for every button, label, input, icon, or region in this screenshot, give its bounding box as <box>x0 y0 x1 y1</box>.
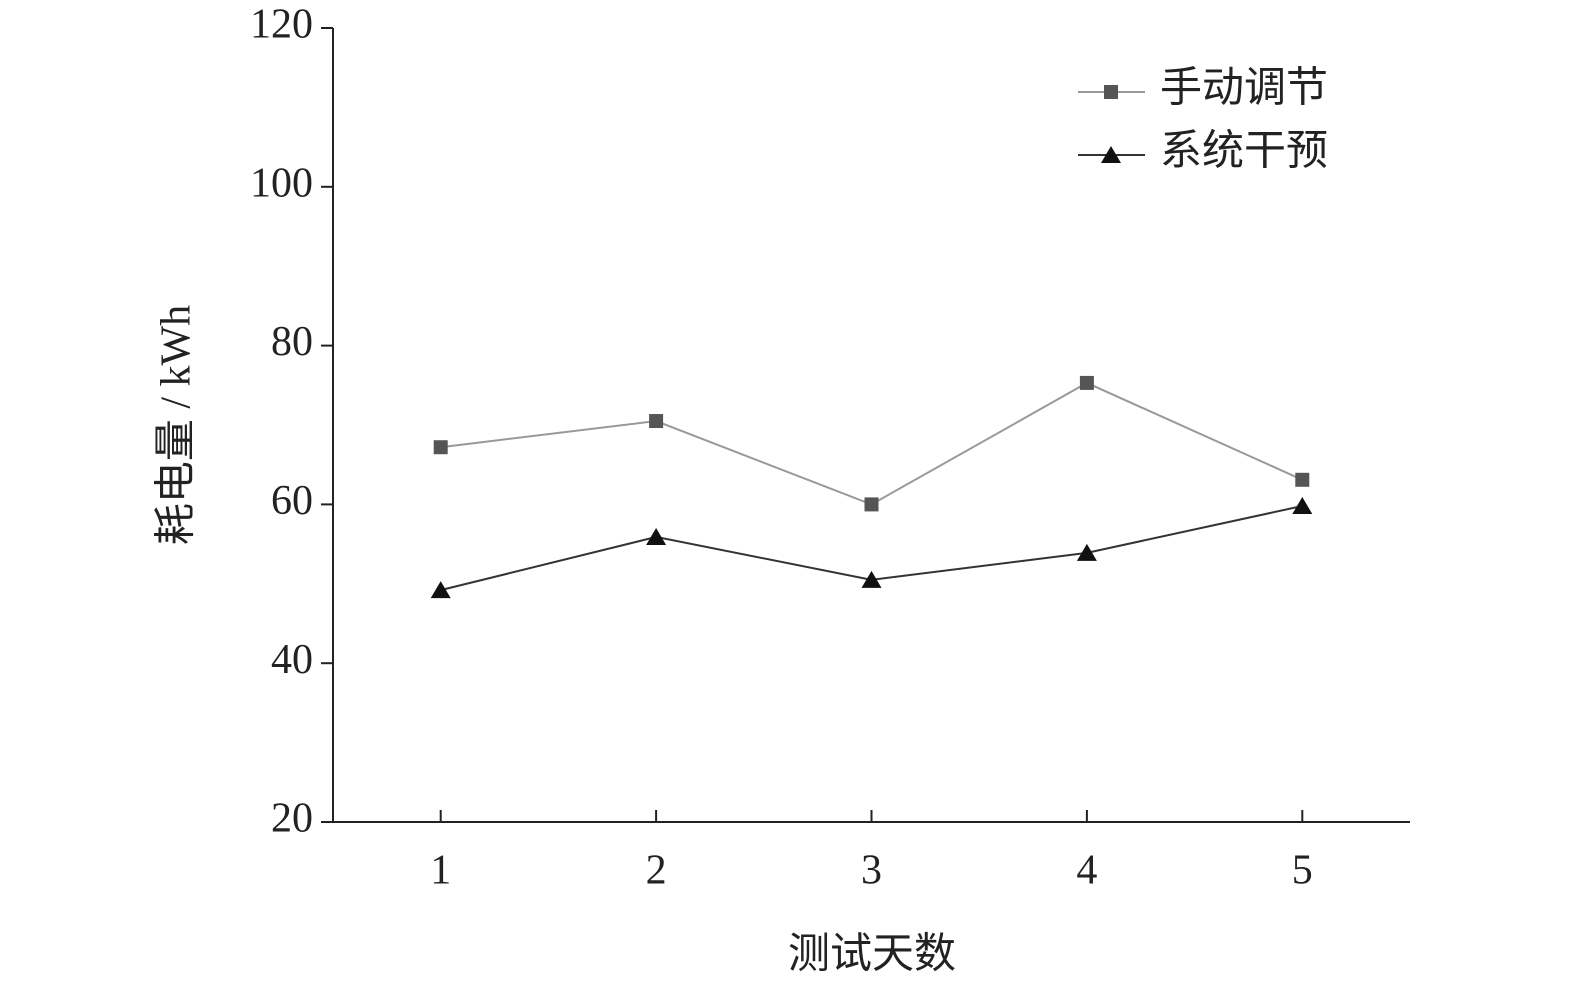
y-axis-label: 耗电量 / kWh <box>154 305 200 545</box>
x-tick-label: 5 <box>1292 848 1313 894</box>
data-point <box>1292 496 1313 514</box>
series-line <box>440 381 1303 506</box>
data-point <box>1076 543 1097 561</box>
legend-marker <box>1101 146 1121 163</box>
x-tick-label: 3 <box>861 848 882 894</box>
y-tick-label: 60 <box>271 478 313 524</box>
x-axis-label: 测试天数 <box>788 932 956 978</box>
y-tick-label: 120 <box>250 2 313 48</box>
data-point <box>864 497 879 512</box>
data-point <box>861 570 882 588</box>
data-point <box>1295 472 1310 487</box>
x-tick-label: 2 <box>646 848 667 894</box>
data-point <box>433 440 448 455</box>
legend-label: 手动调节 <box>1160 66 1328 112</box>
x-tick-label: 1 <box>430 848 451 894</box>
data-point <box>649 414 664 429</box>
y-tick-label: 80 <box>271 319 313 365</box>
data-point <box>646 527 667 545</box>
y-tick-label: 40 <box>271 637 313 683</box>
data-point <box>1079 375 1094 390</box>
x-tick-label: 4 <box>1076 848 1097 894</box>
y-tick-label: 20 <box>271 796 313 842</box>
legend-marker <box>1104 85 1118 99</box>
y-tick-label: 100 <box>250 160 313 206</box>
legend-label: 系统干预 <box>1160 129 1328 175</box>
data-point <box>430 581 451 599</box>
